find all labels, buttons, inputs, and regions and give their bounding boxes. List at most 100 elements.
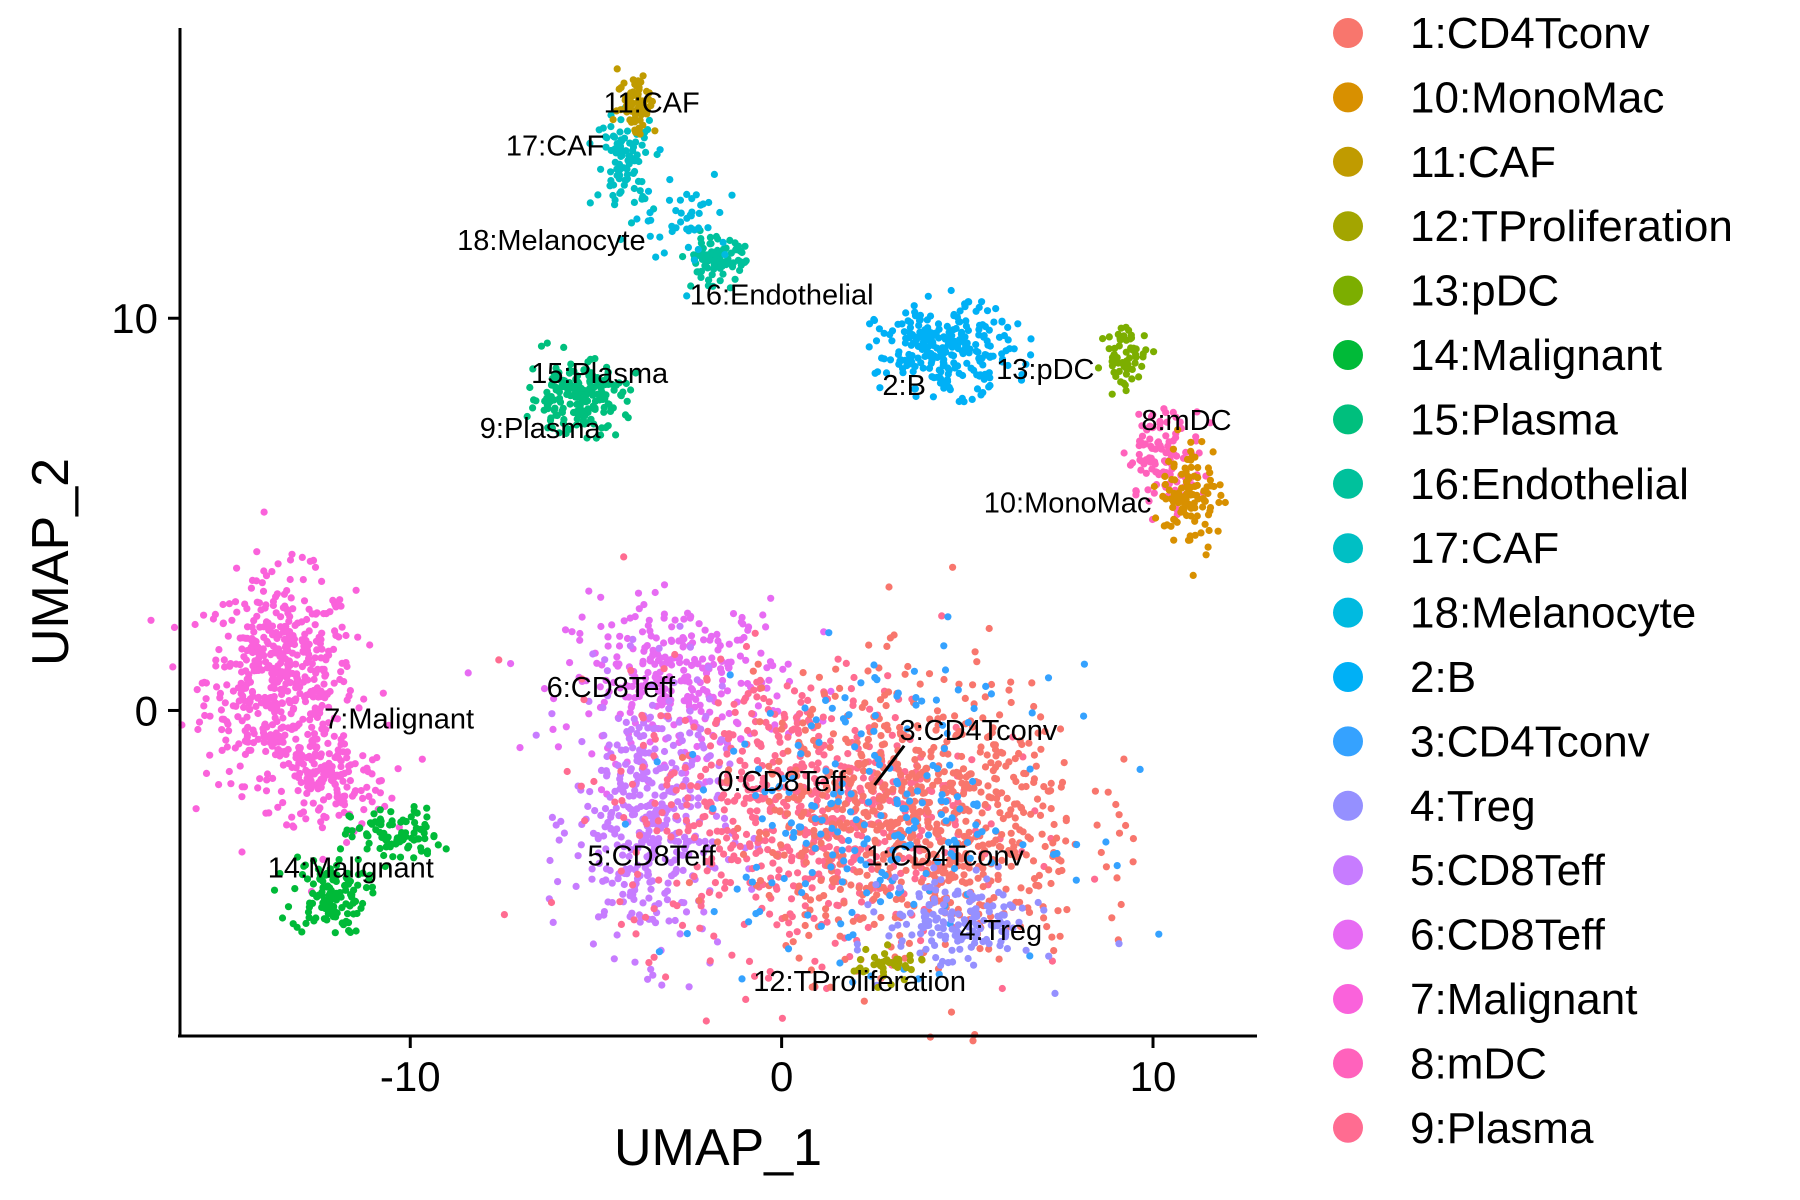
scatter-point [223,743,231,751]
scatter-point [834,798,842,806]
scatter-point [870,315,878,324]
x-tick-label: 0 [770,1053,793,1100]
scatter-point [316,875,324,883]
scatter-point [298,871,307,879]
scatter-point [630,916,638,924]
scatter-point [1182,468,1190,476]
scatter-point [719,676,727,685]
scatter-point [1142,469,1150,477]
scatter-point [602,876,610,884]
scatter-point [658,809,666,817]
scatter-point [702,712,710,721]
scatter-point [256,775,264,783]
scatter-point [665,917,673,925]
scatter-point [942,895,951,903]
scatter-point [737,618,745,626]
scatter-point [1007,678,1015,686]
scatter-point [911,875,919,883]
scatter-point [868,865,876,873]
scatter-point [370,810,378,818]
scatter-point [695,620,703,628]
scatter-point [807,722,816,730]
scatter-point [714,637,722,645]
legend-key [1333,597,1363,628]
scatter-point [974,894,982,902]
scatter-point [1055,867,1063,876]
legend-label: 8:mDC [1410,1039,1547,1088]
scatter-point [710,732,718,741]
scatter-point [966,784,974,792]
scatter-point [703,688,711,696]
scatter-point [294,787,302,795]
scatter-point [1138,362,1146,370]
scatter-point [736,842,744,851]
cluster-label: 3:CD4Tconv [899,715,1057,747]
scatter-point [799,719,807,727]
scatter-point [948,351,956,359]
scatter-point [1062,837,1070,845]
legend-key [1333,1048,1363,1079]
scatter-point [916,807,924,816]
scatter-point [808,983,816,991]
scatter-point [1167,495,1175,503]
scatter-point [309,889,317,898]
legend-key [1333,82,1363,113]
scatter-point [877,812,885,820]
scatter-point [651,127,659,135]
scatter-point [309,556,318,565]
scatter-point [811,775,819,783]
scatter-point [616,128,624,136]
scatter-point [578,613,586,621]
scatter-point [328,909,336,917]
scatter-point [833,868,842,876]
scatter-point [1000,332,1009,340]
scatter-point [625,735,633,743]
scatter-point [607,824,615,832]
scatter-point [685,823,693,831]
scatter-point [742,830,751,839]
scatter-point [756,676,764,685]
scatter-point [343,754,351,762]
scatter-point [827,737,835,745]
scatter-point [1132,353,1140,361]
scatter-point [922,945,930,953]
scatter-point [869,807,877,815]
scatter-point [1002,885,1010,893]
scatter-point [687,632,696,640]
scatter-point [1000,903,1008,911]
scatter-point [267,701,275,709]
scatter-point [969,1037,977,1045]
scatter-point [609,754,617,762]
scatter-point [836,885,845,894]
scatter-point [218,726,226,734]
scatter-point [790,793,798,802]
scatter-point [719,238,727,246]
scatter-point [802,772,810,780]
scatter-point [619,851,627,859]
scatter-point [423,847,432,855]
scatter-point [862,861,870,869]
scatter-point [694,801,702,809]
scatter-point [250,730,258,738]
scatter-point [604,898,612,906]
scatter-point [615,642,624,650]
scatter-point [998,831,1006,839]
scatter-point [1120,449,1128,457]
scatter-point [1012,777,1020,786]
scatter-point [900,778,908,786]
scatter-point [980,332,988,340]
scatter-point [414,835,422,843]
scatter-point [910,302,918,310]
scatter-point [930,895,938,903]
scatter-point [744,690,752,698]
scatter-point [884,941,892,949]
scatter-point [758,815,766,823]
scatter-point [1216,481,1224,489]
scatter-point [313,684,321,692]
scatter-point [641,913,650,921]
scatter-point [933,820,941,828]
scatter-point [797,802,805,810]
scatter-point [801,726,809,734]
scatter-point [1155,930,1163,938]
scatter-point [974,874,982,882]
